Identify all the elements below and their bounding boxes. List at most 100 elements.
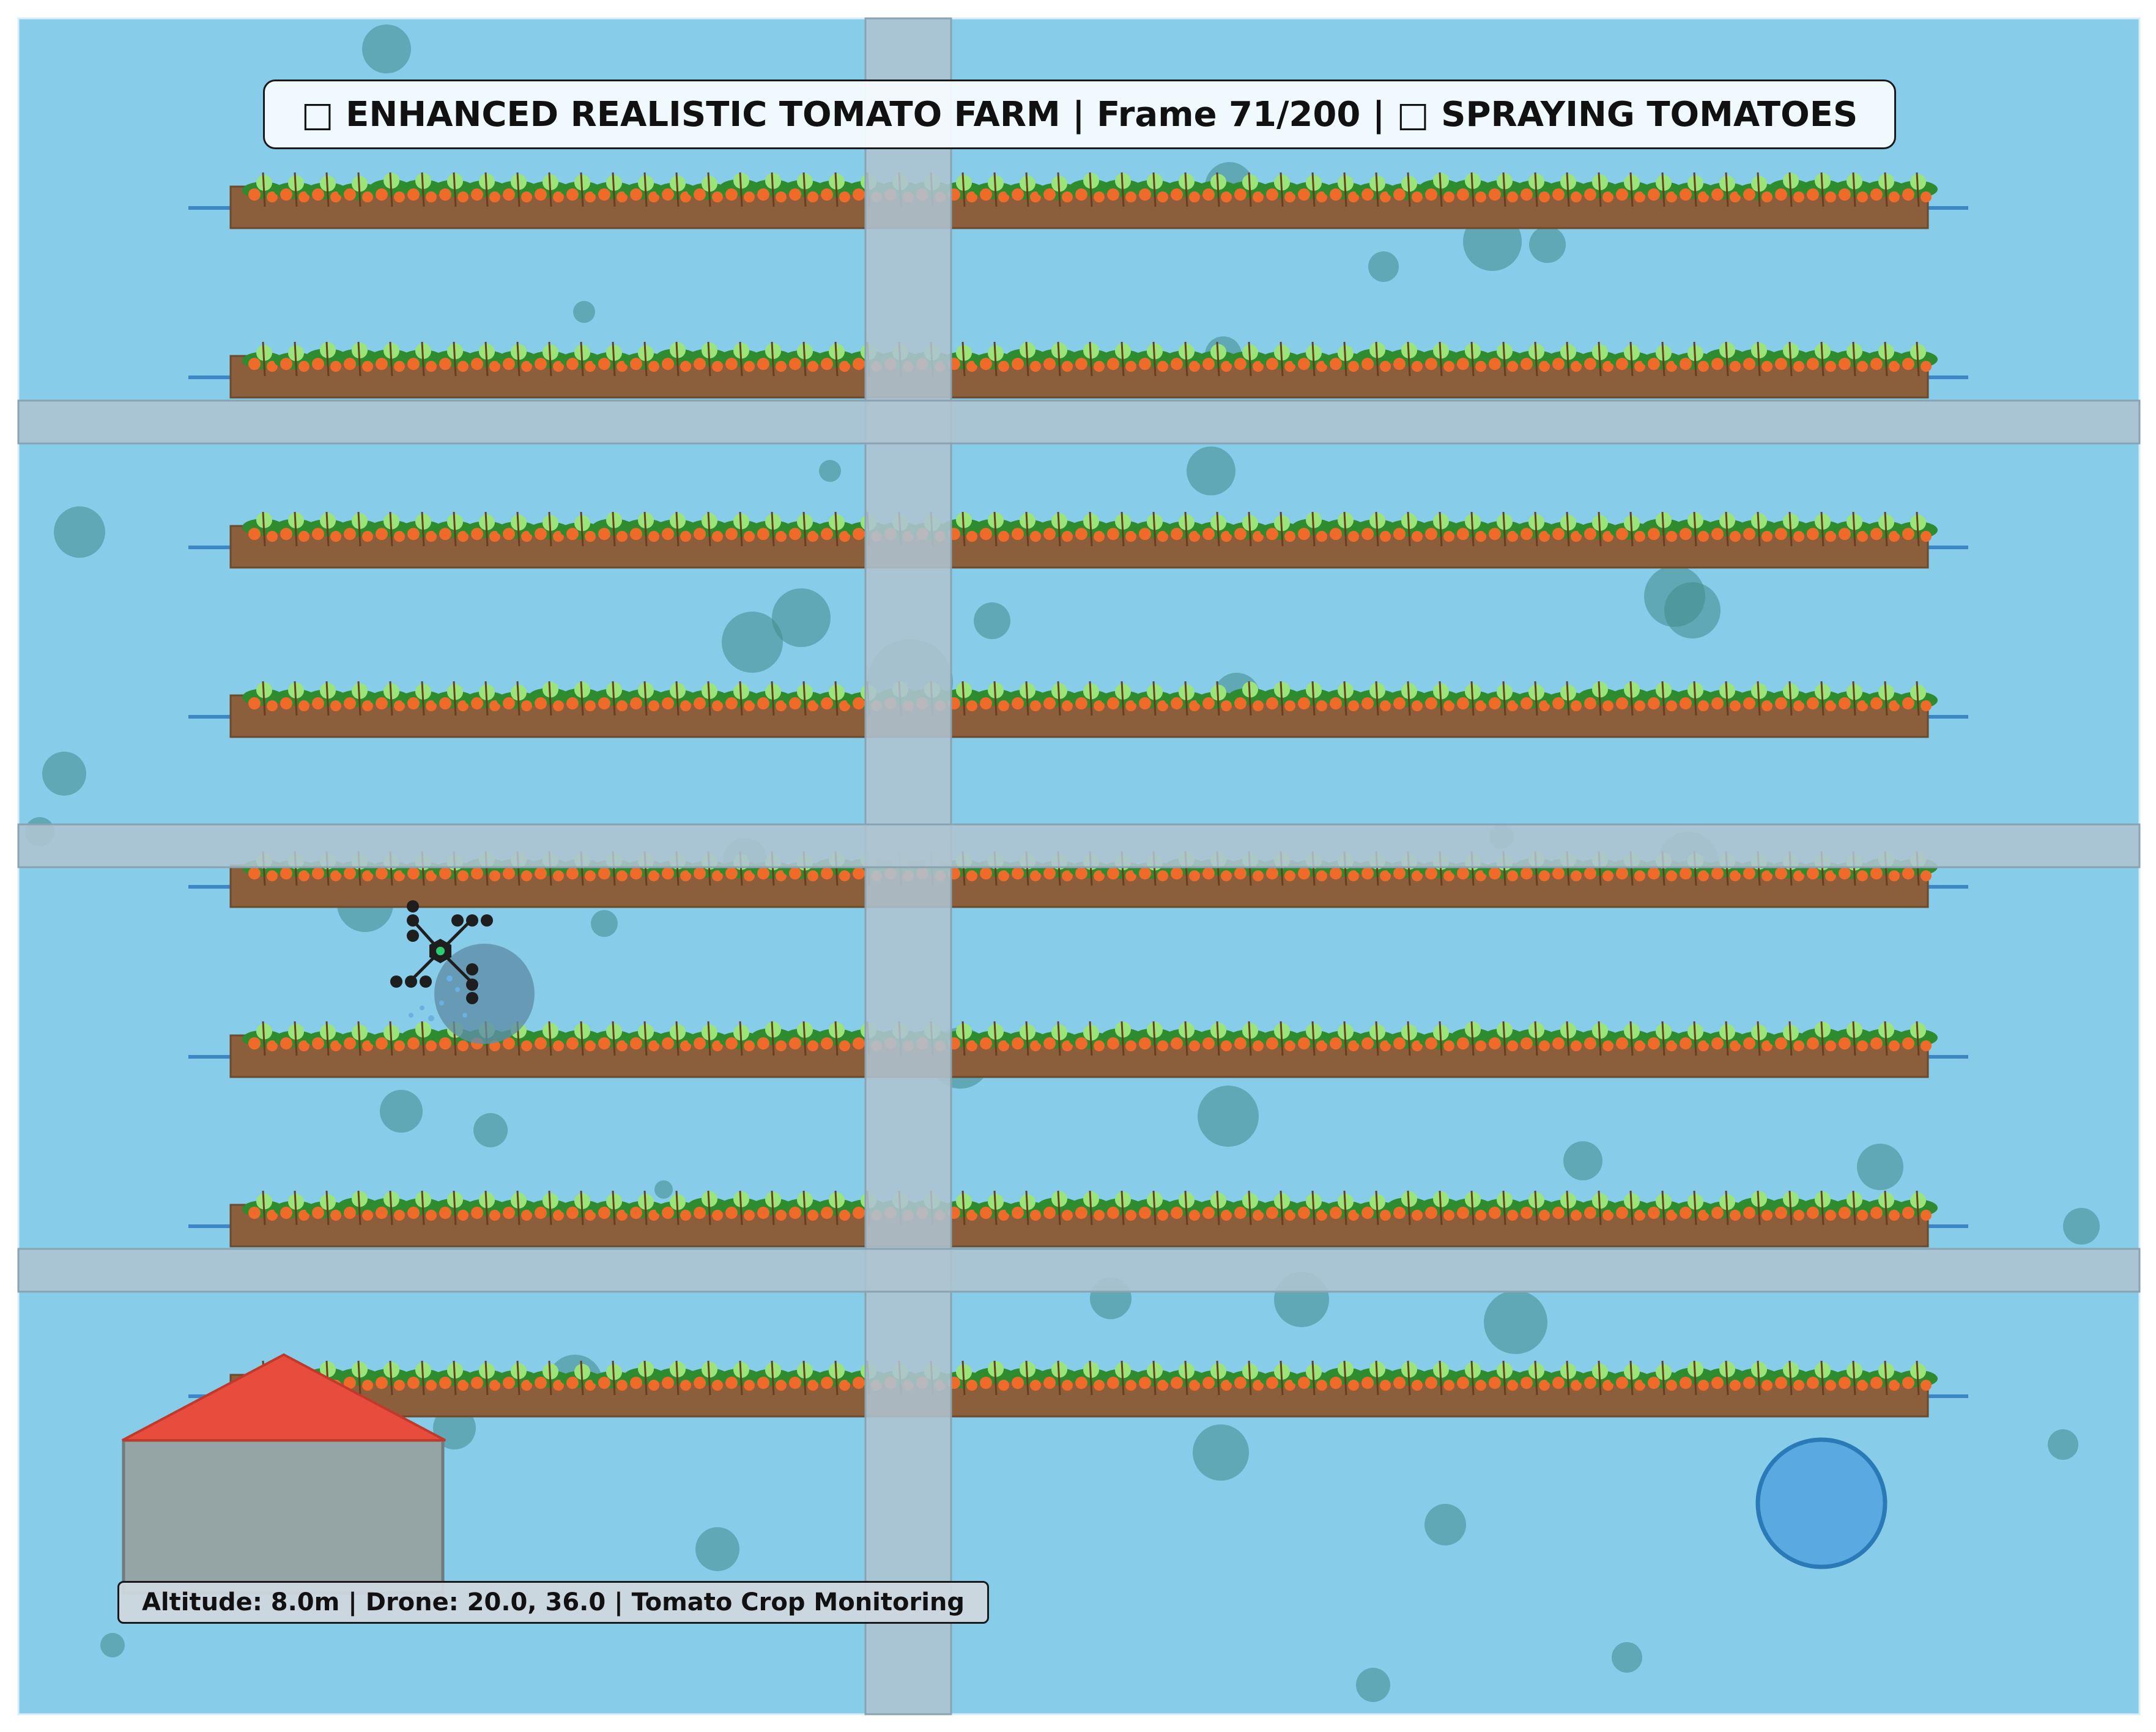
tomato-plant [1483,1190,1524,1226]
tomato-plant [1737,511,1779,547]
tomato-plant [1355,1360,1397,1396]
tomato-plant [1006,172,1047,207]
tomato-plant [1228,681,1270,716]
tomato-plant [1355,511,1397,547]
tomato-plant [687,1360,729,1396]
tomato-plant [433,341,475,377]
tomato-plant [465,511,506,547]
tomato-plant [751,1190,793,1226]
tomato-plant [1896,1190,1938,1226]
tomato-plant [1578,1190,1620,1226]
tomato-plant [1069,681,1111,716]
tomato-plant [592,1021,634,1056]
tomato-plant [1133,172,1174,207]
tree-shadow [1563,1141,1602,1180]
tomato-plant [465,1190,506,1226]
tomato-plant [1578,681,1620,716]
tomato-plant [751,681,793,716]
tomato-plant [1228,1190,1270,1226]
tomato-plant [401,341,443,377]
tomato-plant [433,511,475,547]
tomato-plant [783,681,824,716]
tomato-plant [1546,172,1588,207]
tomato-plant [1355,1021,1397,1056]
tomato-plant [1705,172,1747,207]
tomato-plant [369,172,411,207]
tomato-plant [1673,681,1715,716]
tomato-plant [1769,172,1810,207]
tomato-plant [1196,511,1238,547]
tomato-plant [1546,681,1588,716]
tomato-plant [560,681,602,716]
tomato-plant [624,511,665,547]
tomato-plant [528,341,570,377]
drone-rotors [390,900,493,1004]
tomato-plant [1769,1360,1810,1396]
tomato-plant [1705,681,1747,716]
barn-wall [122,1438,445,1595]
tomato-plant [274,172,316,207]
tomato-plant [1037,172,1079,207]
tomato-plant [1896,1021,1938,1056]
tomato-plant [1387,681,1429,716]
tomato-plant [1673,172,1715,207]
tomato-plant [687,341,729,377]
tomato-plant [624,341,665,377]
tomato-plant [719,681,761,716]
tomato-plant [1292,1360,1333,1396]
tomato-plant [369,1021,411,1056]
tomato-plant [1260,1190,1302,1226]
tomato-plant [1483,1360,1524,1396]
tree-shadow [54,506,105,558]
tomato-plant [1673,1021,1715,1056]
tomato-plant [1546,1021,1588,1056]
tomato-plant [1769,1021,1810,1056]
tomato-plant [560,172,602,207]
tomato-plant [242,1190,284,1226]
tomato-plant [433,172,475,207]
tomato-plant [1165,1360,1206,1396]
tomato-plant [974,1360,1015,1396]
crop-row [188,341,1968,399]
tomato-plant [815,1021,856,1056]
tomato-plant [1610,1021,1651,1056]
tree-shadow [1198,1086,1259,1147]
tomato-plant [338,1360,379,1396]
tomato-plant [719,341,761,377]
tomato-plant [1546,1360,1588,1396]
tomato-plant [1483,1021,1524,1056]
tomato-plant [1610,1190,1651,1226]
tomato-plant [1292,1190,1333,1226]
tomato-plant [815,511,856,547]
tomato-plant [274,341,316,377]
tomato-plant [1165,341,1206,377]
tomato-plant [306,341,347,377]
tomato-plant [974,681,1015,716]
tomato-plant [1419,1021,1461,1056]
tomato-plant [1355,172,1397,207]
tomato-plant [974,1021,1015,1056]
tomato-plant [1260,511,1302,547]
tomato-plant [497,172,538,207]
tomato-plant [1483,681,1524,716]
tomato-plant [1737,341,1779,377]
tomato-plant [1133,1021,1174,1056]
tomato-plant [369,681,411,716]
tomato-plant [528,1190,570,1226]
tomato-plant [751,341,793,377]
tree-shadow [974,602,1010,639]
tree-shadow [654,1180,673,1199]
tomato-plant [1133,1190,1174,1226]
tomato-plant [433,681,475,716]
tomato-plant [1292,681,1333,716]
tomato-plant [1642,172,1683,207]
tomato-plant [1864,1360,1906,1396]
tomato-plant [1514,1021,1556,1056]
tomato-plant [1133,341,1174,377]
tomato-plant [1864,341,1906,377]
tomato-plant [560,341,602,377]
tree-shadow [2048,1429,2078,1460]
tomato-plant [1165,172,1206,207]
tomato-plant [687,172,729,207]
drone-icon[interactable] [390,900,535,1044]
